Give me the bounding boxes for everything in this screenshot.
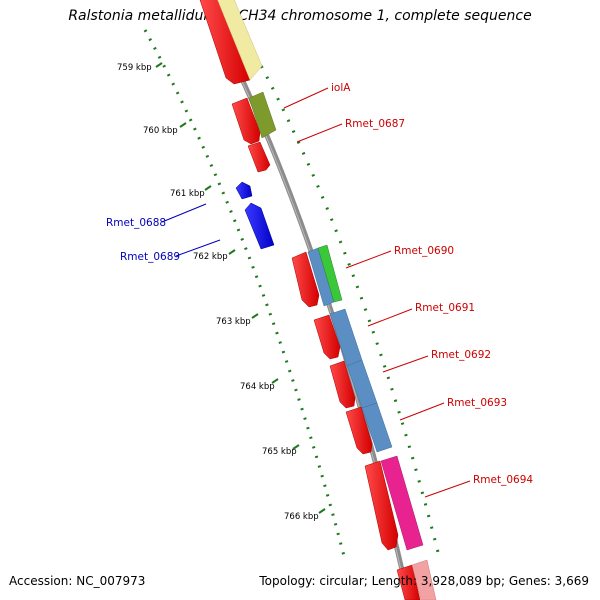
cds-arrow[interactable] [244,202,275,250]
gene-label[interactable]: Rmet_0690 [394,245,454,257]
gene-label[interactable]: Rmet_0691 [415,302,475,314]
category-block[interactable] [317,244,343,303]
scale-ticks [155,62,326,514]
scale-tick-label: 766 kbp [284,512,319,522]
cds-arrow[interactable] [313,314,341,360]
cds-arrow[interactable] [231,97,261,145]
gene-label[interactable]: Rmet_0689 [120,251,180,263]
scale-tick-label: 762 kbp [193,252,228,262]
cds-forward-track [199,0,421,600]
cds-arrow[interactable] [396,564,421,600]
scale-labels: 759 kbp 760 kbp 761 kbp 762 kbp 763 kbp … [117,63,319,522]
category-block[interactable] [361,402,393,453]
scale-tick-label: 765 kbp [262,447,297,457]
gene-label[interactable]: iolA [331,82,351,94]
gene-label[interactable]: Rmet_0687 [345,118,405,130]
gene-labels: iolA Rmet_0687 Rmet_0688 Rmet_0689 Rmet_… [106,82,533,486]
cds-arrow[interactable] [345,406,373,455]
forward-feature-track [248,44,442,561]
cds-arrow[interactable] [247,141,271,173]
category-block[interactable] [216,0,263,81]
cds-arrow[interactable] [235,181,253,200]
scale-tick-label: 759 kbp [117,63,152,73]
category-block[interactable] [248,91,277,139]
map-title: Ralstonia metallidurans CH34 chromosome … [68,8,532,24]
scale-tick-label: 764 kbp [240,382,275,392]
gene-label[interactable]: Rmet_0688 [106,217,166,229]
category-track [216,0,437,600]
scale-track [143,29,347,561]
callout-lines [161,87,471,498]
gene-label[interactable]: Rmet_0694 [473,474,533,486]
cds-reverse-track [235,181,275,250]
accession-label: Accession: NC_007973 [9,574,146,588]
cds-arrow[interactable] [329,360,356,409]
cds-arrow[interactable] [364,460,399,551]
category-block[interactable] [380,455,424,551]
scale-tick-label: 760 kbp [143,126,178,136]
scale-tick-label: 761 kbp [170,189,205,199]
cds-arrow[interactable] [291,251,320,308]
scale-tick-label: 763 kbp [216,317,251,327]
gene-label[interactable]: Rmet_0693 [447,397,507,409]
genome-summary-label: Topology: circular; Length: 3,928,089 bp… [259,574,589,588]
category-block[interactable] [411,559,437,600]
gene-label[interactable]: Rmet_0692 [431,349,491,361]
